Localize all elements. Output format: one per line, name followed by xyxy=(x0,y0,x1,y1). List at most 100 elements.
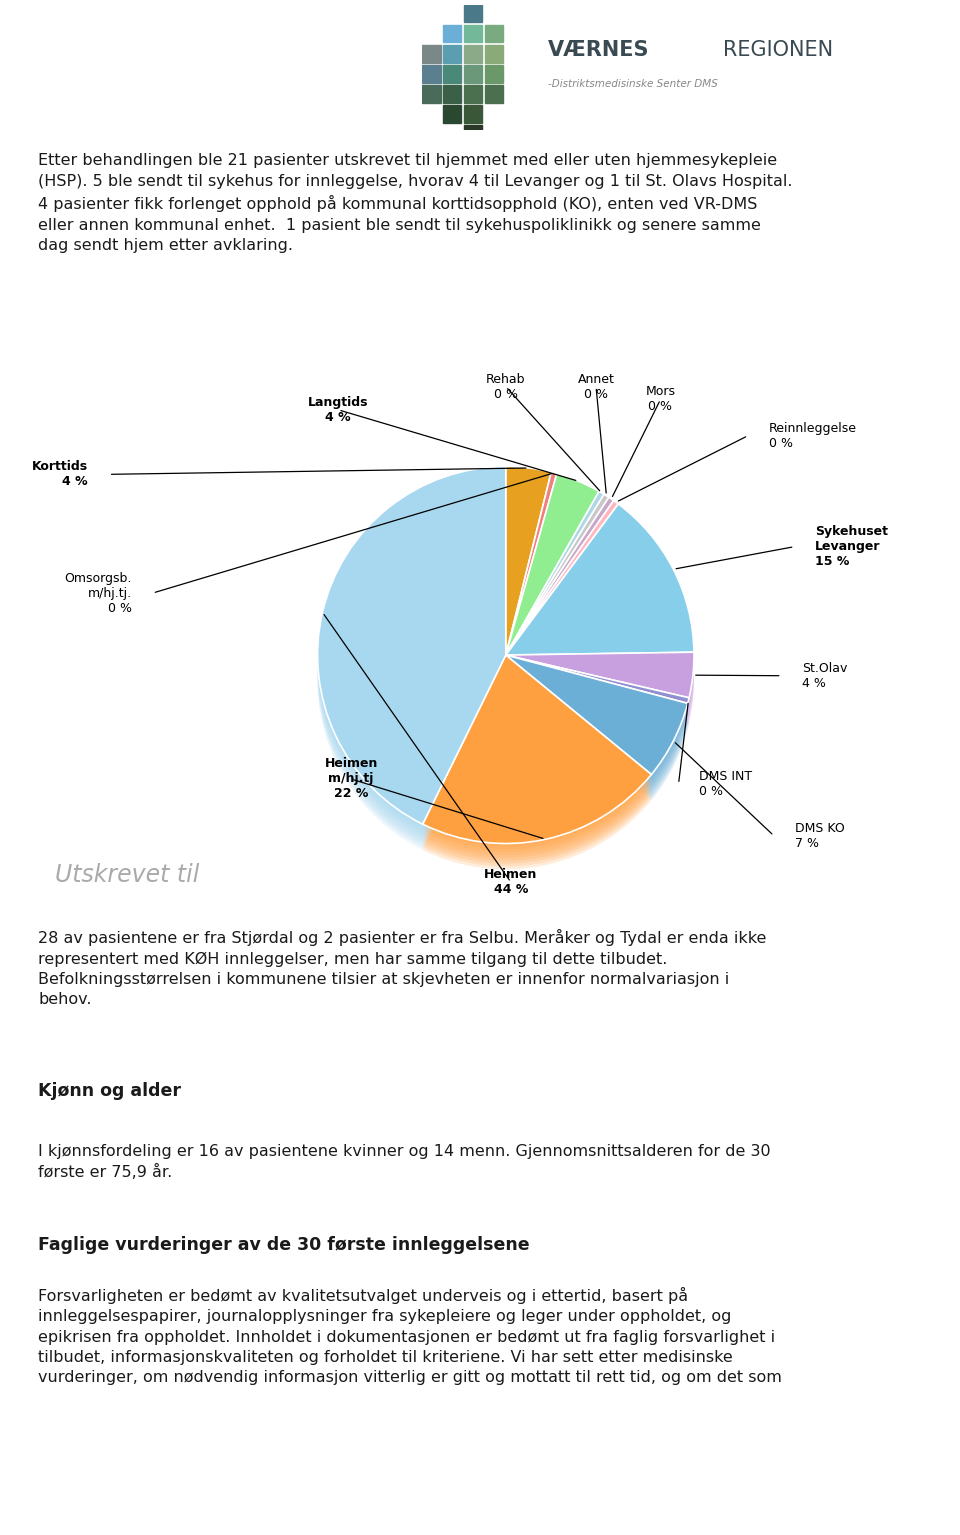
Text: St.Olav
4 %: St.Olav 4 % xyxy=(803,662,848,689)
Wedge shape xyxy=(506,484,551,672)
Wedge shape xyxy=(506,503,694,655)
Wedge shape xyxy=(422,655,652,844)
Bar xyxy=(485,64,503,83)
Wedge shape xyxy=(318,477,506,835)
Wedge shape xyxy=(506,663,689,712)
Wedge shape xyxy=(506,467,551,655)
Wedge shape xyxy=(506,520,613,678)
Wedge shape xyxy=(506,520,609,682)
Wedge shape xyxy=(506,511,613,669)
Wedge shape xyxy=(506,530,694,682)
Bar xyxy=(444,45,461,63)
Text: Utskrevet til: Utskrevet til xyxy=(55,863,199,887)
Wedge shape xyxy=(506,503,613,660)
Wedge shape xyxy=(506,508,604,672)
Wedge shape xyxy=(506,678,689,726)
Wedge shape xyxy=(506,491,599,672)
Wedge shape xyxy=(506,527,618,682)
Wedge shape xyxy=(506,493,557,675)
Wedge shape xyxy=(506,517,613,675)
Text: -Distriktsmedisinske Senter DMS: -Distriktsmedisinske Senter DMS xyxy=(547,80,717,89)
Text: I kjønnsfordeling er 16 av pasientene kvinner og 14 menn. Gjennomsnittsalderen f: I kjønnsfordeling er 16 av pasientene kv… xyxy=(38,1144,771,1180)
Wedge shape xyxy=(506,666,689,715)
Wedge shape xyxy=(506,494,599,675)
Bar xyxy=(464,5,482,21)
Text: Faglige vurderinger av de 30 første innleggelsene: Faglige vurderinger av de 30 første innl… xyxy=(38,1236,530,1254)
Wedge shape xyxy=(506,493,551,682)
Bar xyxy=(444,64,461,83)
Wedge shape xyxy=(506,675,687,795)
Wedge shape xyxy=(506,669,689,718)
Wedge shape xyxy=(506,473,557,655)
Bar xyxy=(485,45,503,63)
Wedge shape xyxy=(506,491,604,655)
Wedge shape xyxy=(506,659,694,703)
Wedge shape xyxy=(506,500,618,655)
Wedge shape xyxy=(318,470,506,827)
Wedge shape xyxy=(506,484,557,666)
Wedge shape xyxy=(506,474,557,659)
Bar xyxy=(464,126,482,143)
Wedge shape xyxy=(506,678,687,798)
Text: REGIONEN: REGIONEN xyxy=(723,40,832,60)
Bar xyxy=(485,84,503,103)
Wedge shape xyxy=(506,497,609,659)
Wedge shape xyxy=(506,507,613,663)
Text: Annet
0 %: Annet 0 % xyxy=(578,373,614,401)
Wedge shape xyxy=(422,660,652,849)
Bar xyxy=(464,25,482,43)
Wedge shape xyxy=(506,517,618,672)
Wedge shape xyxy=(506,682,687,800)
Wedge shape xyxy=(318,493,506,850)
Wedge shape xyxy=(506,503,604,666)
Wedge shape xyxy=(506,485,599,666)
Wedge shape xyxy=(506,497,599,678)
Wedge shape xyxy=(506,505,609,666)
Wedge shape xyxy=(506,500,613,659)
Wedge shape xyxy=(506,523,694,675)
Wedge shape xyxy=(506,474,599,655)
Bar xyxy=(464,84,482,103)
Wedge shape xyxy=(318,476,506,834)
Bar xyxy=(464,45,482,63)
Wedge shape xyxy=(506,517,609,678)
Wedge shape xyxy=(506,655,694,700)
Wedge shape xyxy=(506,669,694,715)
Wedge shape xyxy=(506,514,618,669)
Wedge shape xyxy=(506,487,551,675)
Wedge shape xyxy=(506,473,557,655)
Wedge shape xyxy=(506,470,551,659)
Text: Omsorgsb.
m/hj.tj.
0 %: Omsorgsb. m/hj.tj. 0 % xyxy=(64,571,132,614)
Wedge shape xyxy=(506,666,687,786)
Wedge shape xyxy=(318,484,506,841)
Wedge shape xyxy=(506,510,694,660)
Wedge shape xyxy=(506,522,694,672)
Wedge shape xyxy=(506,488,599,669)
Wedge shape xyxy=(506,672,689,720)
Wedge shape xyxy=(506,476,551,663)
Wedge shape xyxy=(506,503,609,663)
Wedge shape xyxy=(318,490,506,847)
Wedge shape xyxy=(506,513,694,663)
Wedge shape xyxy=(506,490,557,672)
Wedge shape xyxy=(506,480,557,663)
Wedge shape xyxy=(506,505,604,669)
Wedge shape xyxy=(506,503,618,659)
Wedge shape xyxy=(506,497,557,682)
Wedge shape xyxy=(506,513,618,666)
Wedge shape xyxy=(506,672,694,718)
Wedge shape xyxy=(506,494,609,655)
Bar xyxy=(485,25,503,43)
Wedge shape xyxy=(506,669,687,789)
Wedge shape xyxy=(506,496,557,678)
Text: Heimen
44 %: Heimen 44 % xyxy=(484,869,538,896)
Wedge shape xyxy=(506,508,609,669)
Wedge shape xyxy=(506,490,551,678)
Wedge shape xyxy=(506,523,618,678)
Wedge shape xyxy=(506,477,551,666)
Wedge shape xyxy=(506,467,551,655)
Wedge shape xyxy=(506,514,604,678)
Wedge shape xyxy=(506,520,618,675)
Wedge shape xyxy=(506,474,599,655)
Wedge shape xyxy=(422,675,652,864)
